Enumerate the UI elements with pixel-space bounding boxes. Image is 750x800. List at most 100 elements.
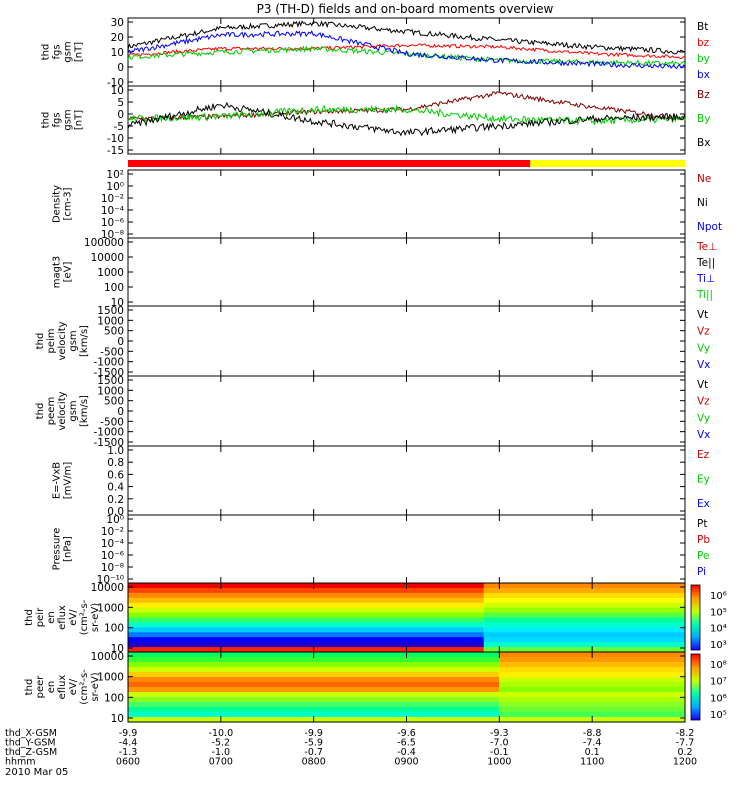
ephemeris-value: -0.1 — [490, 747, 509, 758]
spectrogram-band-right — [499, 667, 685, 673]
legend-entry: Vt — [697, 309, 708, 321]
y-tick-label: 100 — [104, 623, 124, 635]
ephemeris-value: 0900 — [394, 757, 418, 768]
ephemeris-value: -8.2 — [676, 728, 695, 739]
y-tick-label: 1000 — [97, 385, 124, 397]
spectrogram-band-right — [499, 712, 685, 718]
series-line-bz — [127, 43, 685, 60]
y-tick-label: -15 — [107, 145, 124, 157]
spectrogram-band-left — [128, 707, 500, 713]
spectrogram-band-right — [483, 592, 685, 599]
colorbar-tick-label: 10⁸ — [710, 660, 727, 671]
y-tick-label: 10 — [111, 47, 124, 59]
spectrogram-band-left — [128, 597, 484, 604]
colorbar-tick-label: 10⁶ — [710, 591, 727, 602]
y-tick-label: 5 — [117, 97, 124, 109]
spectrogram-band-left — [128, 622, 484, 628]
spectrogram-band-right — [499, 672, 685, 678]
y-tick-label: 100 — [104, 282, 124, 294]
ephemeris-label: thd_Y-GSM — [5, 738, 56, 749]
spectrogram-band-left — [128, 677, 500, 683]
y-axis-label: [eV] — [63, 262, 74, 283]
ephemeris-value: -5.2 — [212, 738, 231, 749]
y-axis-label: sr-eV) — [90, 603, 101, 632]
legend-entry: Te|| — [696, 257, 715, 269]
ephemeris-value: -9.6 — [397, 728, 416, 739]
date-label: 2010 Mar 05 — [5, 767, 68, 778]
y-tick-label: 1000 — [97, 602, 124, 614]
y-axis-label: gsm — [68, 400, 79, 421]
y-axis-label: magt3 — [52, 256, 63, 289]
ephemeris-value: -9.3 — [490, 728, 509, 739]
legend-entry: Pi — [697, 566, 706, 578]
y-axis-label: thd — [35, 403, 46, 420]
legend-entry: Ti⊥ — [696, 273, 715, 285]
y-tick-label: 0 — [117, 336, 124, 348]
colorbar-tick-label: 10⁵ — [710, 607, 727, 618]
legend-entry: by — [697, 53, 710, 65]
y-tick-label: 10⁻¹⁰ — [97, 574, 124, 586]
spectrogram-band-left — [128, 583, 484, 589]
spectrogram-band-left — [128, 682, 500, 688]
spectrogram-band-right — [483, 612, 685, 619]
ephemeris-value: -4.4 — [119, 738, 138, 749]
legend-entry: Ti|| — [696, 289, 713, 301]
panel-frame — [127, 85, 686, 155]
legend-entry: bz — [697, 37, 710, 49]
y-axis-label: gsm — [63, 41, 74, 62]
colorbar — [690, 584, 701, 651]
ephemeris-value: -0.4 — [397, 747, 416, 758]
y-tick-label: 1500 — [97, 305, 124, 317]
y-axis-label: Pressure — [52, 528, 63, 571]
y-tick-label: -1000 — [93, 357, 124, 369]
spectrogram-band-left — [128, 657, 500, 663]
mode-bar-segment — [128, 160, 531, 167]
spectrogram-band-left — [128, 617, 484, 624]
legend-entry: Ez — [697, 449, 710, 461]
spectrogram-band-right — [483, 637, 685, 643]
spectrogram-band-right — [483, 632, 685, 638]
y-tick-label: 10 — [111, 713, 124, 725]
spectrogram-band-right — [483, 642, 685, 648]
panel-frame — [127, 237, 686, 307]
y-axis-label: (cm²-s- — [79, 599, 90, 635]
ephemeris-value: -7.7 — [676, 738, 695, 749]
y-axis-label: [mV/m] — [63, 462, 74, 500]
y-tick-label: 1000 — [97, 267, 124, 279]
legend-entry: Pe — [697, 550, 709, 562]
legend-entry: Vz — [697, 396, 710, 408]
panel-frame — [127, 514, 686, 584]
y-tick-label: 100 — [104, 692, 124, 704]
spectrogram-band-left — [128, 592, 484, 599]
y-tick-label: 10000 — [91, 582, 124, 594]
spectrogram-band-right — [483, 647, 685, 653]
spectrogram-band-left — [128, 587, 484, 594]
y-tick-label: 10 — [111, 643, 124, 655]
legend-entry: Vx — [697, 359, 710, 371]
legend-entry: Vx — [697, 429, 710, 441]
y-tick-label: 0 — [117, 109, 124, 121]
spectrogram-band-left — [128, 637, 484, 643]
y-axis-label: velocity — [57, 391, 68, 430]
y-tick-label: 1.0 — [107, 445, 124, 457]
spectrogram-band-right — [483, 622, 685, 628]
spectrogram-band-left — [128, 612, 484, 619]
legend-entry: Bz — [697, 89, 710, 101]
spectrogram-band-left — [128, 627, 484, 633]
legend-entry: Pt — [697, 518, 707, 530]
y-axis-label: (cm²-s- — [79, 669, 90, 705]
spectrogram-band-right — [499, 707, 685, 713]
legend-entry: Npot — [697, 221, 722, 233]
panel-efield: 1.00.80.60.40.20.0 E=-VxB [mV/m] Ez Ey Ex — [52, 445, 710, 518]
y-tick-label: 10 — [111, 297, 124, 309]
colorbar-tick-label: 10⁵ — [710, 710, 727, 721]
spectrogram-band-left — [128, 712, 500, 718]
y-tick-label: 10² — [106, 169, 124, 181]
spectrogram-band-right — [499, 692, 685, 698]
y-tick-label: -10 — [107, 133, 124, 145]
y-tick-label: 10⁰ — [106, 181, 124, 193]
ephemeris-value: -6.5 — [397, 738, 416, 749]
